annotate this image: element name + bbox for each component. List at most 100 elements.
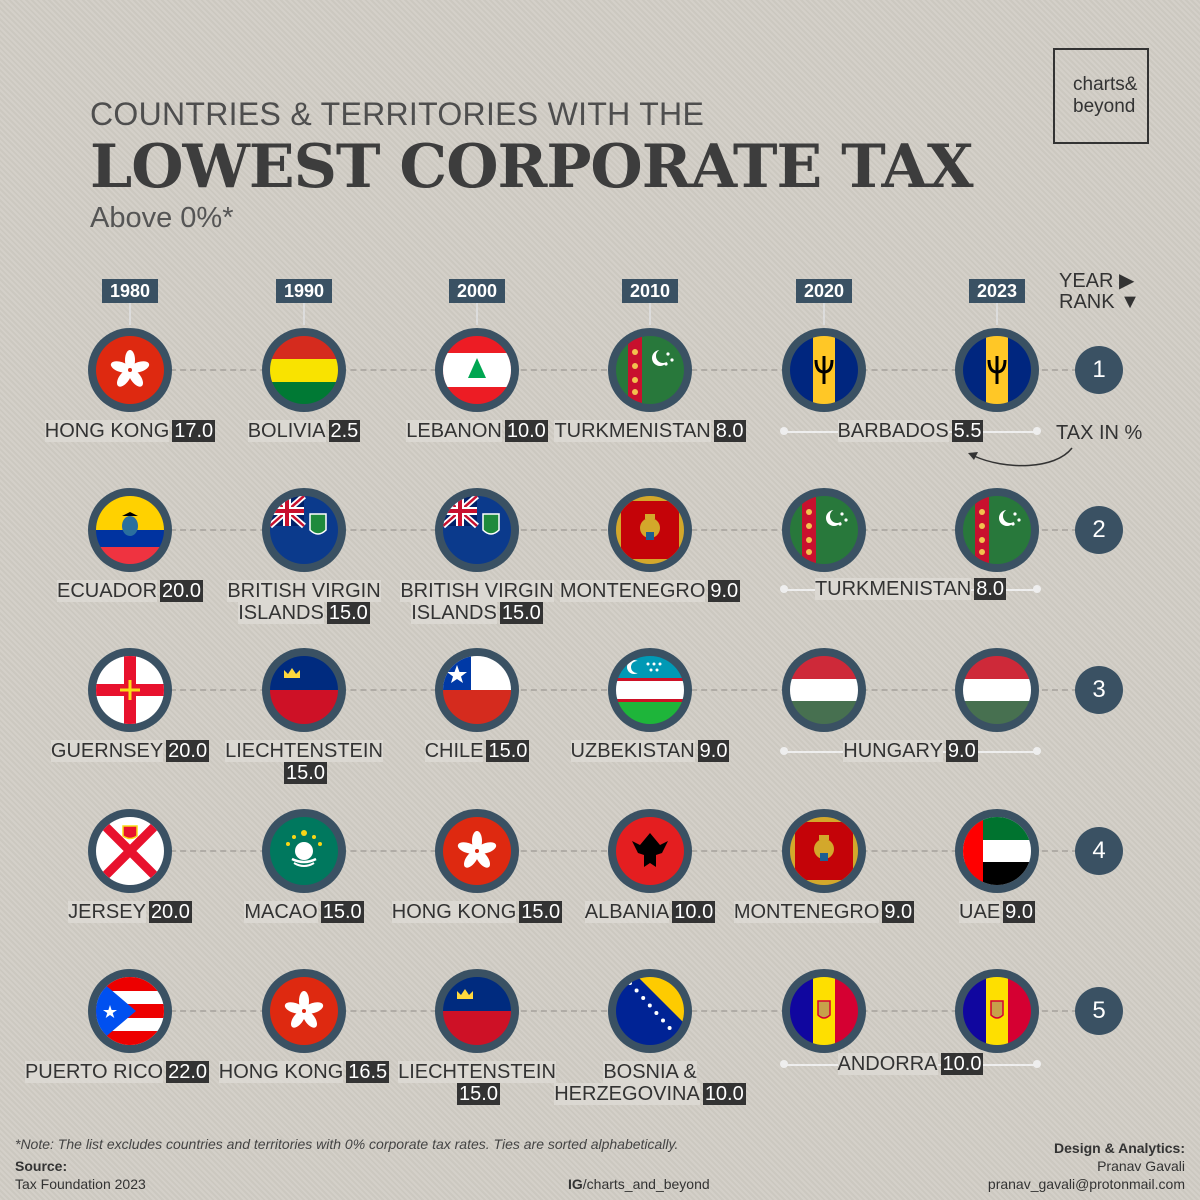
country-label: HUNGARY 9.0 [761, 740, 1061, 762]
country-label: BARBADOS 5.5 [761, 420, 1061, 442]
macao-flag-icon [262, 809, 346, 893]
rank-badge-1: 1 [1075, 346, 1123, 394]
year-header-2023: 2023 [969, 279, 1025, 303]
hungary-flag-icon [955, 648, 1039, 732]
country-label: TURKMENISTAN 8.0 [761, 578, 1061, 600]
tax-value: 8.0 [974, 578, 1007, 600]
rank-axis-label: RANK ▼ [1059, 291, 1140, 313]
tax-value: 10.0 [672, 901, 716, 923]
country-name: ANDORRA [837, 1053, 938, 1075]
year-tick [303, 303, 305, 325]
design-email: pranav_gavali@protonmail.com [987, 1176, 1185, 1192]
tax-value: 15.0 [284, 762, 327, 784]
jersey-flag-icon [88, 809, 172, 893]
country-label: GUERNSEY 20.0 [0, 740, 280, 762]
year-tick [823, 303, 825, 325]
tax-value: 8.0 [713, 420, 746, 442]
span-connector-dot [780, 585, 788, 593]
tax-value: 22.0 [166, 1061, 210, 1083]
country-name: BOLIVIA [247, 420, 326, 442]
rank-badge-5: 5 [1075, 987, 1123, 1035]
turkmenistan-flag-icon [608, 328, 692, 412]
year-header-1990: 1990 [276, 279, 332, 303]
country-label: BRITISH VIRGIN ISLANDS 15.0 [154, 580, 454, 624]
tax-legend-label: TAX IN % [1056, 422, 1143, 444]
country-name: BOSNIA & [603, 1061, 697, 1083]
hong-kong-flag-icon [88, 328, 172, 412]
design-name: Pranav Gavali [1097, 1158, 1185, 1174]
country-name: HONG KONG [218, 1061, 344, 1083]
country-name: MACAO [244, 901, 318, 923]
tax-value: 2.5 [328, 420, 361, 442]
logo-line-1: charts& [1073, 74, 1138, 95]
turkmenistan-flag-icon [955, 488, 1039, 572]
liechtenstein-flag-icon [435, 969, 519, 1053]
tax-value: 16.5 [346, 1061, 390, 1083]
rank-badge-2: 2 [1075, 506, 1123, 554]
year-tick [129, 303, 131, 325]
brand-logo: charts& beyond [1053, 48, 1149, 144]
country-label: BRITISH VIRGIN ISLANDS 15.0 [327, 580, 627, 624]
turkmenistan-flag-icon [782, 488, 866, 572]
country-name: CHILE [424, 740, 484, 762]
country-name: JERSEY [68, 901, 146, 923]
country-label: LIECHTENSTEIN 15.0 [154, 740, 454, 784]
rank-badge-4: 4 [1075, 827, 1123, 875]
tax-value: 9.0 [945, 740, 978, 762]
montenegro-flag-icon [782, 809, 866, 893]
year-tick [649, 303, 651, 325]
country-name: ISLANDS [411, 602, 497, 624]
tax-value: 10.0 [504, 420, 548, 442]
country-name: ECUADOR [57, 580, 158, 602]
chile-flag-icon [435, 648, 519, 732]
country-name: UZBEKISTAN [570, 740, 695, 762]
span-connector-dot [780, 1060, 788, 1068]
source-label: Source: [15, 1158, 68, 1174]
bvi-flag-icon [435, 488, 519, 572]
country-label: ECUADOR 20.0 [0, 580, 280, 602]
year-header-2010: 2010 [622, 279, 678, 303]
country-label: BOLIVIA 2.5 [154, 420, 454, 442]
country-label: UAE 9.0 [847, 901, 1147, 923]
tax-value: 15.0 [519, 901, 563, 923]
puerto-rico-flag-icon [88, 969, 172, 1053]
tax-value: 15.0 [499, 602, 543, 624]
tax-value: 20.0 [148, 901, 192, 923]
span-connector-dot [780, 747, 788, 755]
country-name: TURKMENISTAN [554, 420, 711, 442]
tax-value: 15.0 [326, 602, 370, 624]
tax-value: 17.0 [172, 420, 216, 442]
country-name: UAE [959, 901, 1001, 923]
country-name: ALBANIA [584, 901, 670, 923]
tax-value: 9.0 [708, 580, 741, 602]
tax-value: 15.0 [457, 1083, 500, 1105]
year-tick [476, 303, 478, 325]
country-label: CHILE 15.0 [327, 740, 627, 762]
country-name: ISLANDS [238, 602, 324, 624]
tax-legend-arrow-icon [968, 447, 1073, 467]
country-name: HERZEGOVINA [554, 1083, 700, 1105]
uzbekistan-flag-icon [608, 648, 692, 732]
ecuador-flag-icon [88, 488, 172, 572]
year-tick [996, 303, 998, 325]
tax-value: 15.0 [486, 740, 530, 762]
uae-flag-icon [955, 809, 1039, 893]
year-header-2000: 2000 [449, 279, 505, 303]
country-label: TURKMENISTAN 8.0 [500, 420, 800, 442]
bosnia-flag-icon [608, 969, 692, 1053]
guernsey-flag-icon [88, 648, 172, 732]
country-label: MONTENEGRO 9.0 [674, 901, 974, 923]
liechtenstein-flag-icon [262, 648, 346, 732]
tax-value: 9.0 [882, 901, 915, 923]
logo-line-2: beyond [1073, 96, 1136, 117]
span-connector-dot [1033, 747, 1041, 755]
tax-value: 9.0 [697, 740, 730, 762]
country-label: HONG KONG 16.5 [154, 1061, 454, 1083]
country-name: PUERTO RICO [24, 1061, 164, 1083]
albania-flag-icon [608, 809, 692, 893]
country-label: BOSNIA & HERZEGOVINA 10.0 [500, 1061, 800, 1105]
bvi-flag-icon [262, 488, 346, 572]
span-connector-dot [1033, 1060, 1041, 1068]
montenegro-flag-icon [608, 488, 692, 572]
country-name: HUNGARY [843, 740, 943, 762]
